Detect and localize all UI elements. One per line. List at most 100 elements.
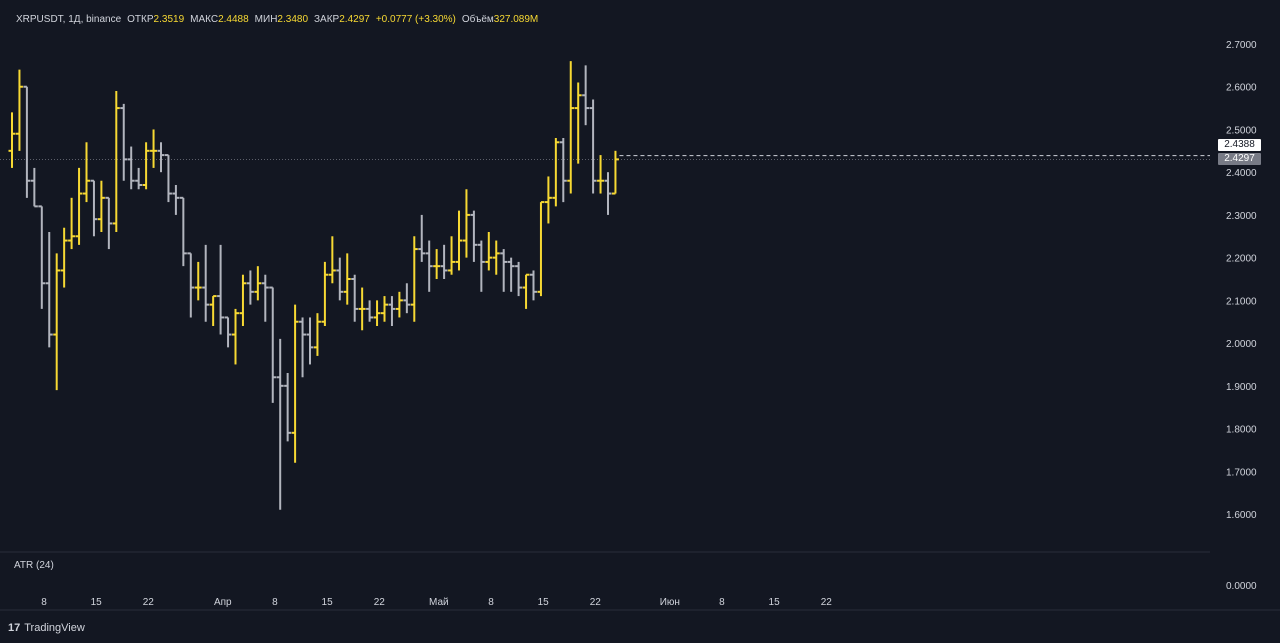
open-field: ОТКР2.3519 xyxy=(127,14,185,25)
close-field: ЗАКР2.4297 xyxy=(314,14,370,25)
ohlc-bar xyxy=(425,240,433,292)
tradingview-logo-icon: 17 xyxy=(8,622,21,634)
ohlc-bar xyxy=(306,317,314,365)
ohlc-bar xyxy=(462,189,470,258)
ohlc-bar xyxy=(544,176,552,224)
ohlc-bar xyxy=(97,180,105,232)
ohlc-bar xyxy=(582,65,590,126)
ohlc-bar xyxy=(276,338,284,510)
ohlc-bar xyxy=(68,197,76,250)
ohlc-bar xyxy=(157,142,165,173)
ohlc-bar xyxy=(194,261,202,301)
ohlc-bar xyxy=(336,257,344,301)
x-tick-label: Июн xyxy=(660,597,680,608)
ohlc-bar xyxy=(142,142,150,190)
ohlc-bar xyxy=(597,155,605,194)
ohlc-bar xyxy=(611,150,619,195)
ohlc-bar xyxy=(164,154,172,203)
x-tick-label: 22 xyxy=(374,597,386,608)
y-tick-label: 2.2000 xyxy=(1226,254,1257,265)
ohlc-bar xyxy=(209,295,217,326)
atr-indicator-label[interactable]: ATR (24) xyxy=(14,560,54,571)
ohlc-bar xyxy=(284,373,292,442)
low-field: МИН2.3480 xyxy=(254,14,309,25)
ohlc-bar xyxy=(299,317,307,378)
ohlc-bar xyxy=(470,210,478,262)
x-tick-label: 8 xyxy=(488,597,494,608)
ohlc-bars xyxy=(8,61,619,510)
ohlc-bar xyxy=(373,300,381,326)
ohlc-bar xyxy=(537,201,545,297)
y-tick-label: 2.4000 xyxy=(1226,168,1257,179)
close-price-tag: 2.4297 xyxy=(1218,153,1261,165)
ohlc-bar xyxy=(224,316,232,348)
ohlc-bar xyxy=(381,296,388,322)
x-tick-label: 8 xyxy=(719,597,725,608)
ohlc-bar xyxy=(254,266,262,301)
ohlc-bar xyxy=(90,179,98,237)
ohlc-bar xyxy=(328,236,336,284)
ohlc-bar xyxy=(261,274,269,322)
ohlc-bar xyxy=(559,138,567,203)
ohlc-bar xyxy=(522,273,530,309)
ohlc-bar xyxy=(388,296,396,326)
ohlc-bar xyxy=(30,167,38,208)
ohlc-bar xyxy=(530,270,537,301)
ohlc-bar xyxy=(418,214,426,262)
ohlc-bar xyxy=(291,304,299,463)
x-tick-label: 22 xyxy=(590,597,602,608)
y-tick-label: 1.9000 xyxy=(1226,382,1257,393)
ohlc-bar xyxy=(232,308,239,365)
chart-legend: XRPUSDT, 1Д, binance ОТКР2.3519 МАКС2.44… xyxy=(16,14,538,25)
ohlc-bar xyxy=(120,103,128,181)
ohlc-bar xyxy=(440,244,448,279)
ohlc-bar xyxy=(187,252,195,318)
ohlc-bar xyxy=(604,172,612,215)
ohlc-bar xyxy=(321,261,329,326)
y-tick-label: 2.7000 xyxy=(1226,40,1257,51)
ohlc-bar xyxy=(433,249,441,279)
x-tick-label: 15 xyxy=(322,597,334,608)
price-axis: 2.7000 2.6000 2.5000 2.4000 2.3000 2.2000 2.10… xyxy=(1226,40,1257,592)
ohlc-bar xyxy=(507,257,515,292)
ohlc-bar xyxy=(574,82,582,164)
ohlc-bar xyxy=(410,236,418,322)
ohlc-bar xyxy=(45,232,53,348)
ohlc-bar xyxy=(112,91,120,232)
ohlc-bar xyxy=(172,185,180,215)
y-tick-label: 2.0000 xyxy=(1226,339,1257,350)
x-tick-label: 15 xyxy=(538,597,550,608)
symbol-label: XRPUSDT, 1Д, binance xyxy=(16,14,122,25)
ohlc-bar xyxy=(202,244,210,322)
ohlc-bar xyxy=(395,291,403,318)
ohlc-bar xyxy=(477,240,485,292)
y-tick-label: 1.7000 xyxy=(1226,467,1257,478)
ohlc-bar xyxy=(448,236,456,275)
y-tick-label: 1.6000 xyxy=(1226,510,1257,521)
ohlc-bar xyxy=(105,196,113,250)
ohlc-bar xyxy=(500,249,508,292)
ohlc-bar xyxy=(150,129,158,168)
x-tick-label: Май xyxy=(429,597,449,608)
grid xyxy=(0,155,1280,611)
x-tick-label: 15 xyxy=(91,597,103,608)
x-tick-label: 22 xyxy=(143,597,155,608)
ohlc-bar xyxy=(343,253,351,305)
ohlc-bar xyxy=(403,283,411,314)
y-tick-label: 2.6000 xyxy=(1226,83,1257,94)
y-tick-label: 2.1000 xyxy=(1226,296,1257,307)
ohlc-bar xyxy=(269,286,277,403)
y-tick-label: 1.8000 xyxy=(1226,425,1257,436)
current-price-tag: 2.4388 xyxy=(1218,139,1261,151)
ohlc-bar xyxy=(366,300,374,322)
time-axis: 8 15 22 Апр 8 15 22 Май 8 15 22 Июн 8 15 22 xyxy=(41,597,832,608)
ohlc-bar xyxy=(358,287,366,331)
ohlc-bar xyxy=(135,167,143,190)
x-tick-label: Апр xyxy=(214,597,232,608)
tradingview-branding[interactable]: 17 TradingView xyxy=(8,622,85,634)
ohlc-bar xyxy=(75,167,83,245)
ohlc-bar xyxy=(567,61,575,194)
ohlc-bar xyxy=(38,205,46,309)
brand-name: TradingView xyxy=(24,622,85,634)
